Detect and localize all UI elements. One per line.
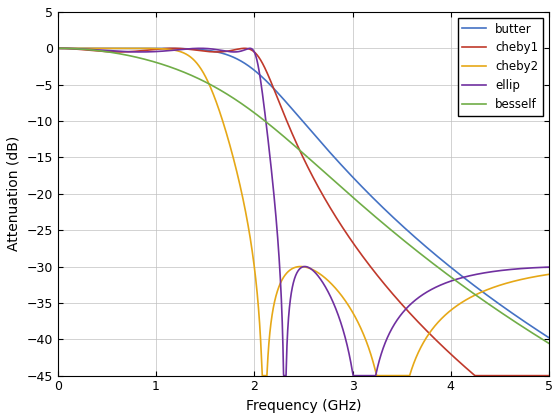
ellip	[246, 46, 253, 51]
cheby2	[342, 297, 348, 302]
cheby2	[394, 373, 400, 378]
ellip	[342, 333, 348, 338]
cheby2	[151, 46, 157, 51]
besself	[393, 232, 400, 237]
ellip	[522, 266, 529, 271]
cheby1	[545, 373, 552, 378]
besself	[387, 227, 394, 232]
ellip	[545, 265, 552, 270]
cheby2	[54, 46, 61, 51]
ellip	[387, 329, 394, 334]
cheby1	[170, 46, 176, 51]
besself	[522, 326, 529, 331]
cheby1	[387, 289, 394, 294]
cheby2	[105, 46, 111, 51]
X-axis label: Frequency (GHz): Frequency (GHz)	[246, 399, 361, 413]
butter	[54, 46, 61, 51]
ellip	[105, 48, 111, 53]
Line: butter: butter	[58, 48, 549, 338]
butter	[393, 218, 400, 223]
butter	[522, 320, 529, 325]
cheby1	[151, 47, 157, 52]
besself	[151, 59, 157, 64]
cheby1	[522, 373, 529, 378]
Line: cheby1: cheby1	[58, 48, 549, 375]
cheby2	[55, 46, 62, 51]
Line: ellip: ellip	[58, 48, 549, 375]
butter	[545, 335, 552, 340]
cheby2	[545, 272, 552, 277]
butter	[54, 46, 61, 51]
besself	[54, 46, 61, 51]
ellip	[54, 46, 61, 51]
cheby1	[105, 49, 111, 54]
Legend: butter, cheby1, cheby2, ellip, besself: butter, cheby1, cheby2, ellip, besself	[458, 18, 543, 116]
Y-axis label: Attenuation (dB): Attenuation (dB)	[7, 136, 21, 252]
cheby1	[393, 296, 400, 301]
cheby1	[341, 228, 348, 233]
cheby2	[259, 373, 265, 378]
butter	[341, 166, 348, 171]
butter	[151, 46, 157, 51]
cheby1	[472, 373, 478, 378]
ellip	[280, 373, 287, 378]
Line: cheby2: cheby2	[58, 48, 549, 375]
ellip	[151, 49, 157, 54]
cheby2	[522, 276, 529, 281]
besself	[341, 188, 348, 193]
ellip	[394, 318, 400, 323]
butter	[387, 212, 394, 217]
Line: besself: besself	[58, 48, 549, 344]
besself	[545, 341, 552, 346]
cheby1	[54, 46, 61, 51]
besself	[105, 50, 111, 55]
cheby2	[387, 373, 394, 378]
butter	[105, 46, 111, 51]
